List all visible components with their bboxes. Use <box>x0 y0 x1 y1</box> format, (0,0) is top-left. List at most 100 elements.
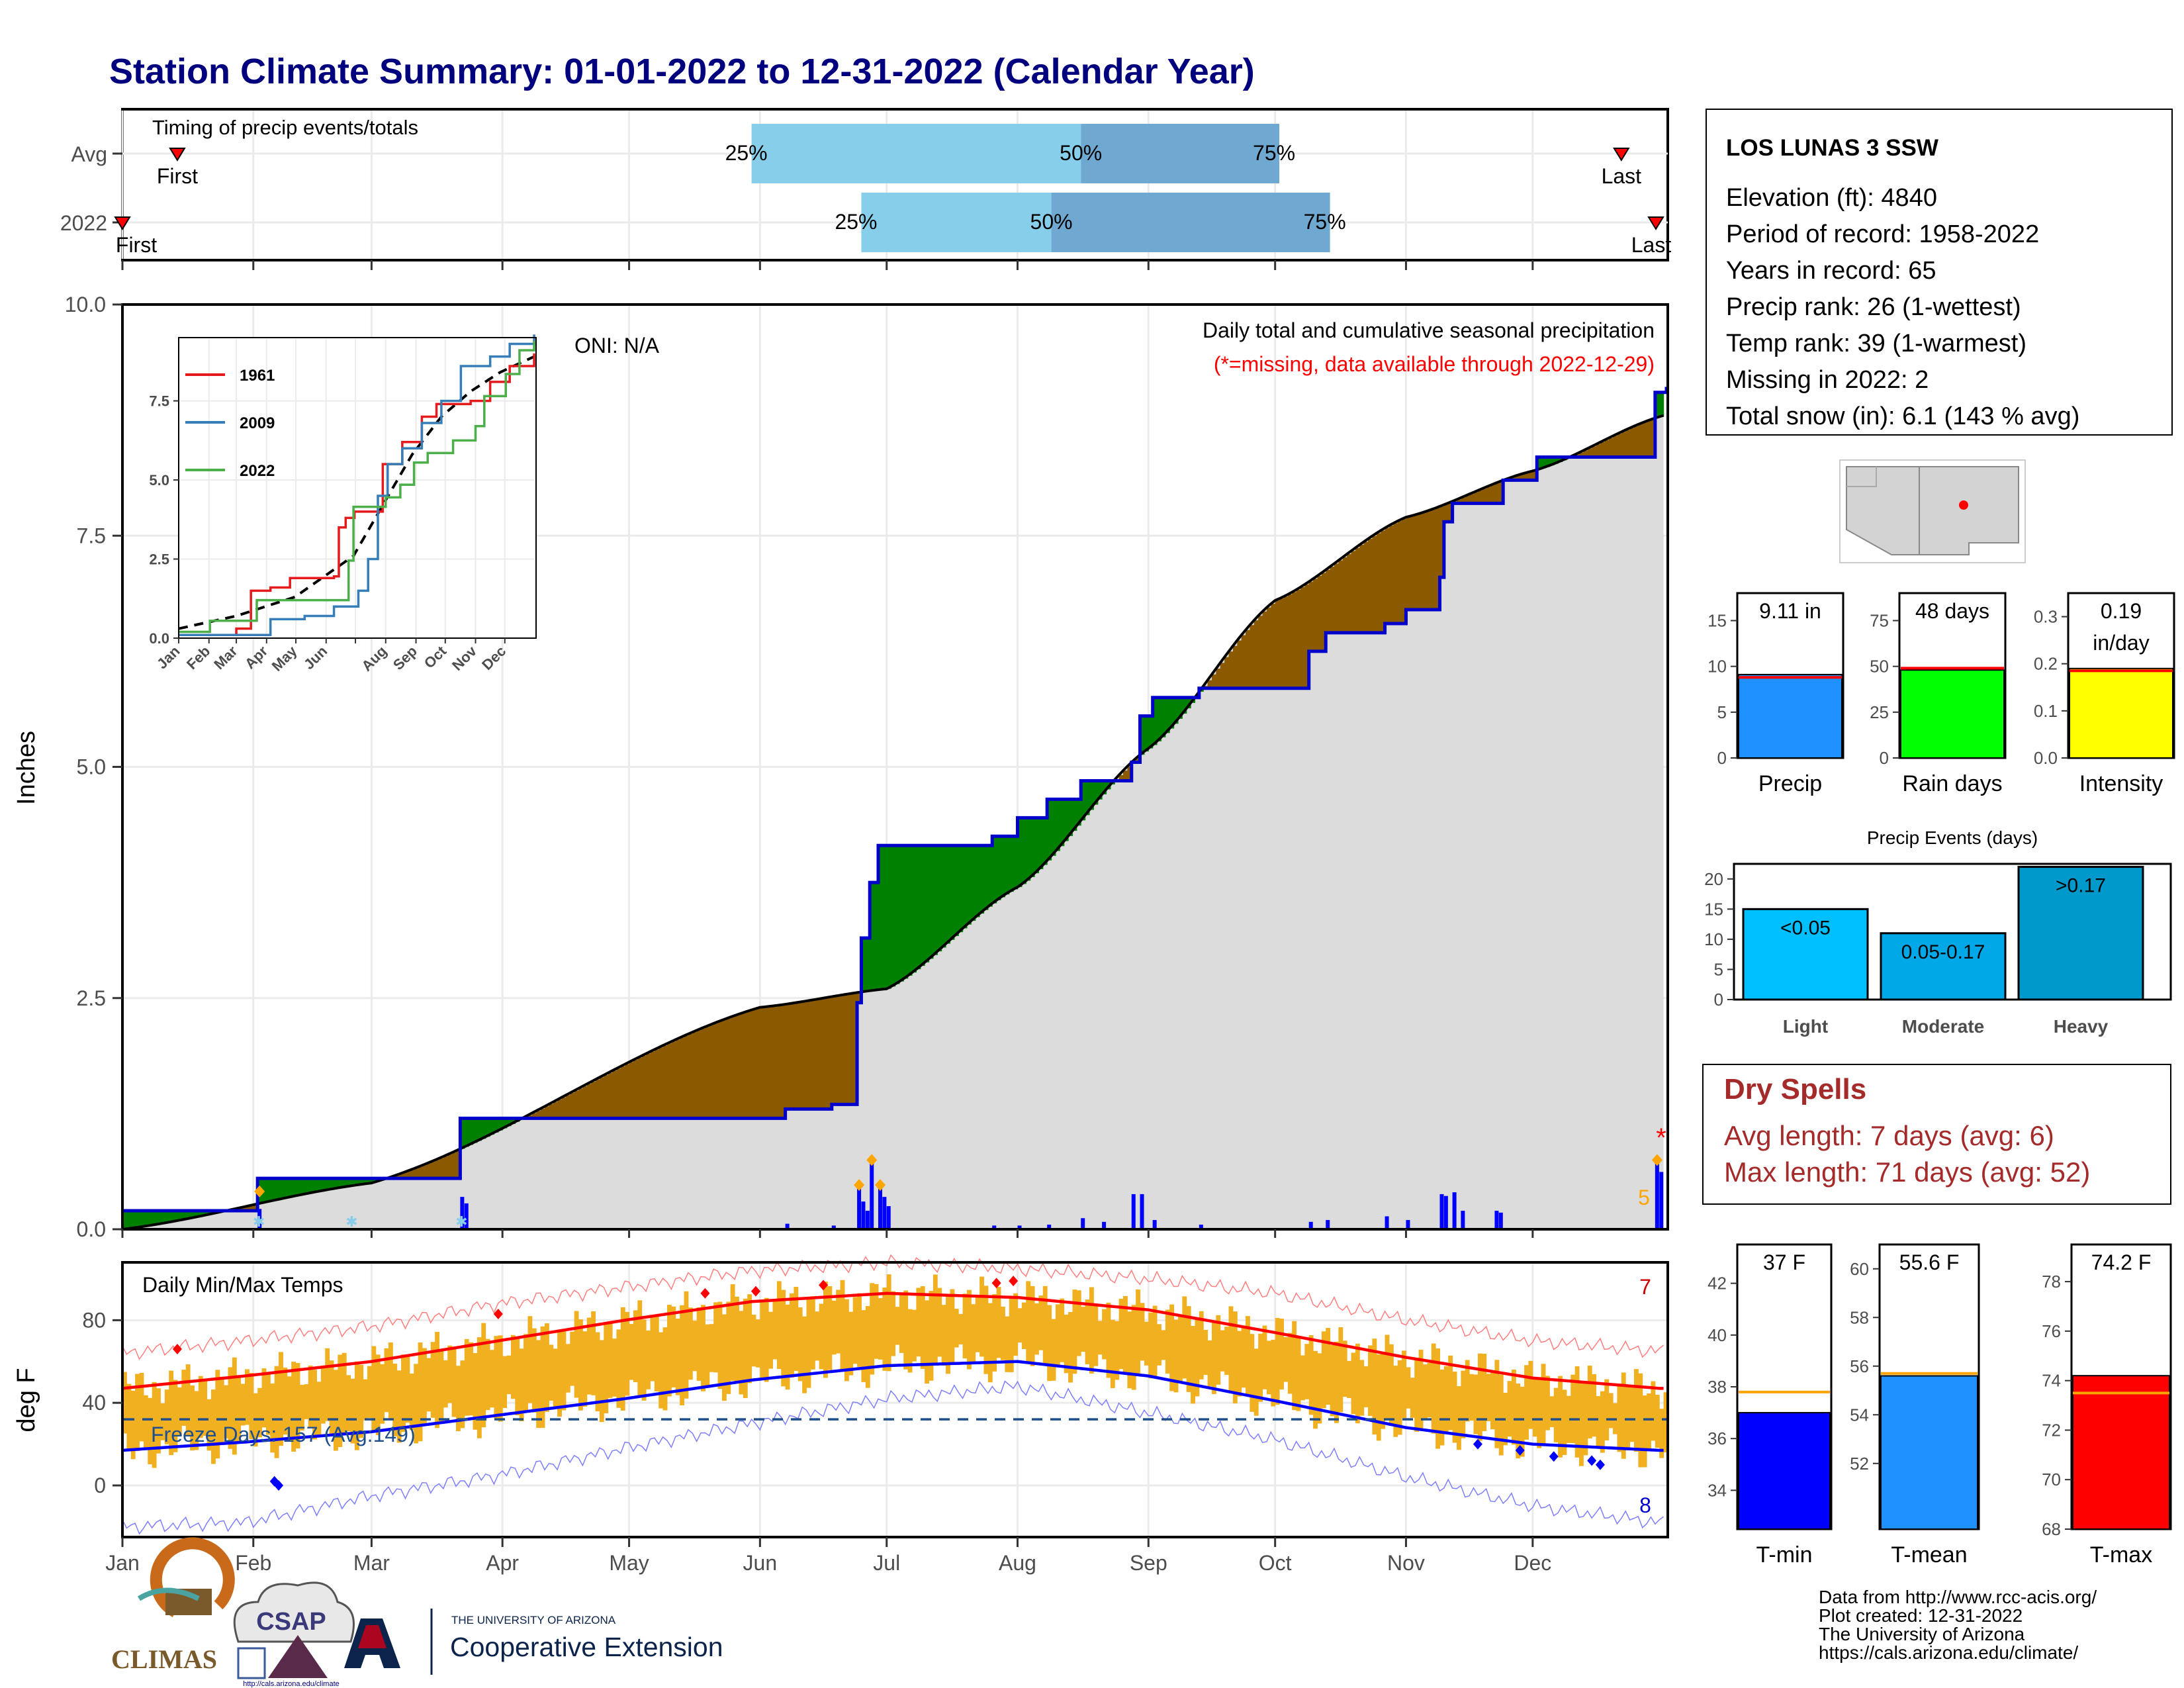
mini-chart-x-label: T-max <box>2090 1542 2152 1568</box>
daily-temp-range-bar <box>688 1307 693 1380</box>
daily-temp-range-bar <box>1583 1382 1588 1456</box>
daily-temp-range-bar <box>325 1348 330 1421</box>
timing-first-label: First <box>116 233 157 257</box>
daily-temp-range-bar <box>920 1286 925 1369</box>
surplus-area <box>1064 799 1069 841</box>
surplus-area <box>1021 818 1026 884</box>
deficit-area <box>1363 541 1369 633</box>
new-mexico-shape <box>1919 466 2019 555</box>
deficit-area <box>1473 492 1479 504</box>
deficit-area <box>1292 592 1297 688</box>
record-high-count: 7 <box>1639 1275 1651 1299</box>
daily-temp-range-bar <box>1528 1360 1533 1429</box>
daily-temp-range-bar <box>329 1360 334 1436</box>
precip-event-bar-label: 0.05-0.17 <box>1901 941 1985 963</box>
timing-bar-50-75 <box>1051 193 1330 252</box>
timing-row-label: 2022 <box>60 211 107 235</box>
daily-temp-range-bar <box>1182 1296 1187 1379</box>
surplus-area <box>1017 818 1023 888</box>
first-event-marker-icon <box>114 216 131 230</box>
events-y-tick-label: 5 <box>1714 959 1723 979</box>
daily-temp-range-bar <box>819 1303 824 1370</box>
surplus-area <box>316 1178 322 1192</box>
daily-temp-range-bar <box>662 1327 668 1411</box>
daily-temp-range-bar <box>320 1366 326 1424</box>
deficit-area <box>662 1045 668 1119</box>
daily-temp-range-bar <box>666 1305 672 1397</box>
daily-temp-range-bar <box>122 1372 127 1434</box>
surplus-area <box>903 845 909 979</box>
surplus-area <box>1089 780 1094 810</box>
daily-temp-range-bar <box>409 1374 414 1430</box>
daily-precip-bar <box>1439 1194 1444 1229</box>
daily-temp-range-bar <box>637 1300 643 1397</box>
daily-temp-range-bar <box>1406 1367 1411 1409</box>
record-high-marker-icon <box>700 1288 710 1299</box>
month-axis-label: Mar <box>353 1551 390 1575</box>
mini-y-tick-label: 0.1 <box>2034 701 2058 721</box>
surplus-area <box>279 1178 284 1199</box>
daily-temp-range-bar <box>1203 1329 1208 1376</box>
surplus-area <box>983 845 989 910</box>
daily-precip-bar <box>1326 1220 1330 1229</box>
daily-temp-range-bar <box>1473 1374 1479 1434</box>
mini-y-tick-label: 10 <box>1707 657 1727 677</box>
daily-temp-range-bar <box>494 1336 499 1419</box>
station-info-box: LOS LUNAS 3 SSW Elevation (ft): 4840 Peri… <box>1706 109 2173 436</box>
mini-y-tick-label: 0.2 <box>2034 654 2058 674</box>
daily-temp-range-bar <box>1452 1372 1457 1443</box>
climas-logo-text: CLIMAS <box>111 1644 217 1674</box>
daily-temp-range-bar <box>802 1316 807 1393</box>
daily-temp-range-bar <box>599 1340 604 1423</box>
deficit-area <box>675 1039 680 1119</box>
deficit-area <box>1220 663 1225 688</box>
timing-row-label: Avg <box>71 142 107 166</box>
daily-temp-range-bar <box>1042 1286 1048 1364</box>
daily-temp-range-bar <box>1034 1303 1039 1355</box>
daily-temp-range-bar <box>1026 1281 1031 1364</box>
daily-temp-range-bar <box>1161 1330 1166 1360</box>
surplus-area <box>295 1178 300 1196</box>
timing-p75-label: 75% <box>1253 141 1295 165</box>
daily-temp-range-bar <box>1177 1314 1183 1382</box>
surplus-area <box>1055 799 1060 851</box>
mini-chart-x-label: T-min <box>1756 1542 1813 1568</box>
deficit-area <box>797 1002 803 1109</box>
deficit-area <box>1342 557 1347 633</box>
deficit-area <box>641 1055 647 1119</box>
daily-precip-bar <box>1659 1172 1664 1229</box>
deficit-area <box>1330 567 1335 633</box>
daily-precip-bar <box>1081 1218 1085 1229</box>
daily-temp-range-bar <box>469 1342 474 1416</box>
daily-temp-range-bar <box>422 1348 427 1424</box>
surplus-area <box>143 1211 148 1227</box>
record-low-line <box>122 1380 1664 1535</box>
deficit-area <box>1465 496 1470 504</box>
daily-temp-range-bar <box>1372 1338 1377 1435</box>
station-info-line: Period of record: 1958-2022 <box>1726 220 2039 248</box>
daily-temp-range-bar <box>1655 1395 1660 1448</box>
record-high-line <box>122 1254 1664 1360</box>
deficit-area <box>1414 514 1420 610</box>
surplus-area <box>283 1178 288 1199</box>
daily-temp-range-bar <box>1013 1293 1019 1356</box>
surplus-area <box>920 845 925 966</box>
mini-y-tick-label: 50 <box>1870 657 1889 677</box>
daily-temp-range-bar <box>481 1323 486 1428</box>
daily-temp-range-bar <box>447 1345 453 1403</box>
mini-y-tick-label: 0 <box>1717 748 1727 768</box>
daily-precip-bar <box>882 1197 887 1229</box>
mini-chart-value-label: 9.11 in <box>1759 599 1821 623</box>
daily-temp-range-bar <box>1165 1309 1170 1374</box>
surplus-area <box>464 1118 469 1147</box>
deficit-area <box>1279 598 1285 688</box>
daily-precip-bar <box>460 1197 465 1229</box>
daily-temp-range-bar <box>515 1336 520 1415</box>
daily-temp-range-bar <box>861 1310 866 1382</box>
month-axis-label: Apr <box>486 1551 519 1575</box>
timing-p25-label: 25% <box>725 141 768 165</box>
deficit-area <box>680 1037 685 1119</box>
deficit-area <box>1647 421 1652 457</box>
surplus-area <box>1051 799 1056 856</box>
daily-temp-range-bar <box>1431 1343 1436 1434</box>
